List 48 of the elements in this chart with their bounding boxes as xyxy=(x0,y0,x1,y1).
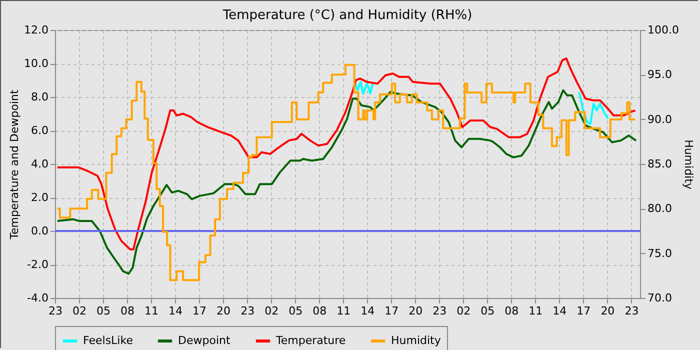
x-tick-label: 08 xyxy=(504,304,519,318)
y2-tick-label: 80.0 xyxy=(648,202,672,216)
x-tick-label: 02 xyxy=(456,304,471,318)
x-tick-label: 14 xyxy=(360,304,375,318)
x-tick-label: 11 xyxy=(336,304,351,318)
y-tick-label: 8.0 xyxy=(31,90,48,104)
x-tick-label: 05 xyxy=(96,304,111,318)
y-tick-label: 4.0 xyxy=(31,158,48,170)
x-tick-label: 17 xyxy=(576,304,591,318)
x-tick-label: 08 xyxy=(120,304,135,318)
x-tick-label: 02 xyxy=(264,304,279,318)
y2-tick-label: 70.0 xyxy=(648,292,672,304)
x-tick-label: 23 xyxy=(624,304,639,318)
y-tick-label: -4.0 xyxy=(27,292,48,304)
legend-label: Temperature xyxy=(275,334,346,347)
legend-label: Humidity xyxy=(391,334,442,347)
x-tick-label: 20 xyxy=(408,304,423,318)
x-tick-label: 14 xyxy=(552,304,567,318)
x-tick-label: 11 xyxy=(528,304,543,318)
x-tick-label: 20 xyxy=(600,304,615,318)
x-tick-label: 23 xyxy=(48,304,62,318)
y-tick-label: 2.0 xyxy=(31,191,48,204)
y-tick-label: -2.0 xyxy=(27,258,48,271)
x-tick-label: 11 xyxy=(144,304,159,318)
x-tick-label: 14 xyxy=(168,304,183,318)
y-tick-label: 12.0 xyxy=(24,24,48,36)
y2-tick-label: 85.0 xyxy=(648,158,672,170)
y2-tick-label: 100.0 xyxy=(648,24,679,36)
y-axis-title: Temperature and Dewpoint xyxy=(8,88,22,240)
y2-tick-label: 90.0 xyxy=(648,112,672,126)
y-tick-label: 0.0 xyxy=(31,224,48,238)
y2-tick-label: 95.0 xyxy=(648,68,672,82)
chart-title: Temperature (°C) and Humidity (RH%) xyxy=(222,8,472,23)
x-tick-label: 23 xyxy=(432,304,447,318)
y2-tick-label: 75.0 xyxy=(648,246,672,260)
x-tick-label: 17 xyxy=(384,304,399,318)
x-tick-label: 20 xyxy=(216,304,231,318)
y-tick-label: 6.0 xyxy=(31,124,48,137)
legend-label: Dewpoint xyxy=(178,334,231,347)
y2-axis-title: Humidity xyxy=(682,140,695,190)
legend-label: FeelsLike xyxy=(83,334,134,347)
x-tick-label: 17 xyxy=(192,304,207,318)
x-tick-label: 05 xyxy=(288,304,303,318)
x-tick-label: 05 xyxy=(480,304,495,318)
x-tick-label: 02 xyxy=(72,304,87,318)
y-tick-label: 10.0 xyxy=(24,57,48,70)
x-tick-label: 23 xyxy=(240,304,255,318)
x-tick-label: 08 xyxy=(312,304,327,318)
